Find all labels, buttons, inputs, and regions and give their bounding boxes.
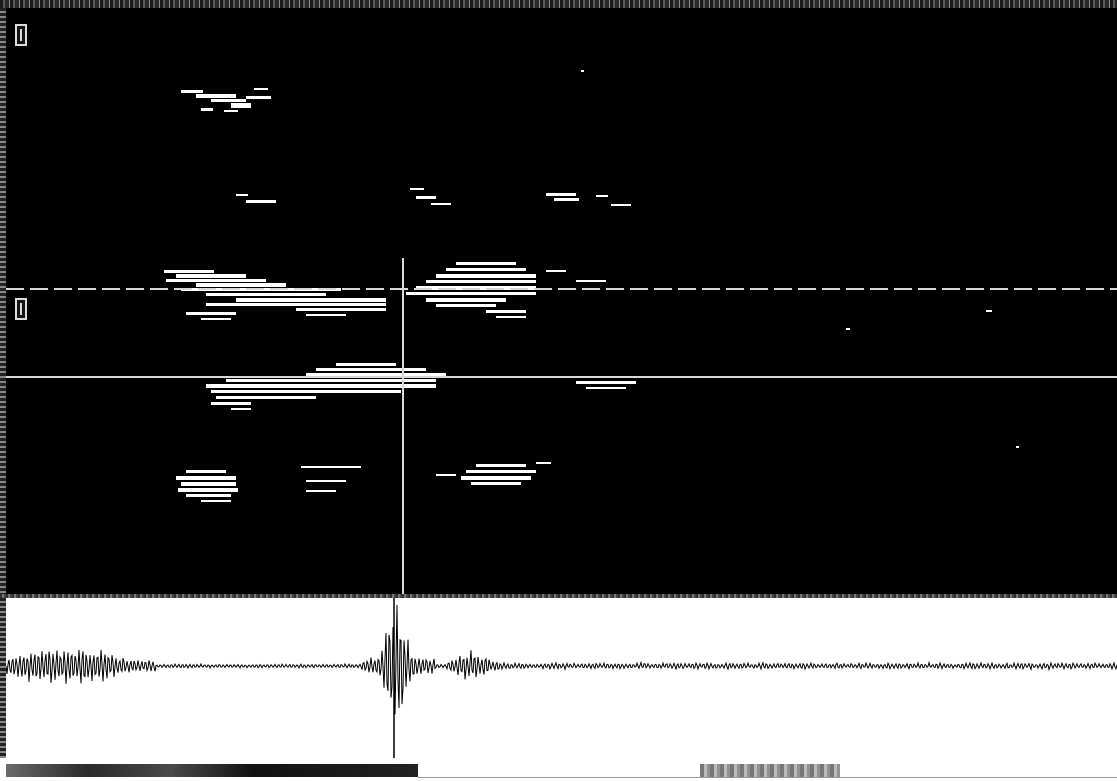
energy-streak	[176, 476, 236, 480]
energy-streak	[296, 308, 386, 311]
energy-streak	[186, 312, 236, 315]
energy-streak	[196, 283, 286, 287]
energy-streak	[211, 402, 251, 405]
energy-streak	[486, 310, 526, 313]
energy-streak	[446, 268, 526, 271]
energy-streak	[211, 390, 401, 393]
energy-streak	[406, 292, 536, 295]
energy-streak	[236, 298, 386, 302]
panel-separator[interactable]	[0, 594, 1117, 598]
energy-streak	[306, 373, 446, 377]
energy-streak	[206, 384, 436, 388]
horizontal-scrollbar[interactable]	[0, 758, 1117, 781]
bracket-marker-icon[interactable]	[15, 298, 27, 320]
scrollbar-track[interactable]	[418, 777, 1117, 778]
energy-streak	[431, 203, 451, 205]
energy-streak	[206, 293, 326, 296]
energy-streak	[436, 474, 456, 476]
energy-streak	[466, 470, 536, 473]
energy-streak	[246, 200, 276, 203]
energy-streak	[306, 490, 336, 492]
waveform-trace	[6, 604, 1117, 715]
energy-streak	[164, 270, 214, 273]
energy-streak	[246, 96, 271, 99]
energy-streak	[206, 303, 386, 306]
bracket-marker-icon[interactable]	[15, 24, 27, 46]
energy-streak	[461, 476, 531, 480]
energy-streak	[181, 90, 203, 93]
energy-streak	[576, 280, 606, 282]
energy-streak	[201, 500, 231, 502]
scrollbar-track-mark	[700, 764, 840, 777]
spectrogram-canvas[interactable]	[6, 8, 1117, 594]
energy-streak	[226, 379, 436, 382]
energy-streak	[456, 262, 516, 265]
energy-streak	[576, 381, 636, 384]
energy-streak	[306, 314, 346, 316]
energy-streak	[301, 466, 361, 468]
energy-streak	[436, 274, 536, 278]
energy-streak	[254, 88, 268, 90]
energy-streak	[596, 195, 608, 197]
energy-streak	[410, 188, 424, 190]
energy-streak	[306, 480, 346, 482]
energy-speck	[1016, 446, 1019, 448]
energy-streak	[211, 99, 246, 102]
energy-streak	[236, 194, 248, 196]
energy-streak	[231, 103, 251, 108]
energy-streak	[546, 270, 566, 272]
energy-streak	[471, 482, 521, 485]
energy-streak	[416, 196, 436, 199]
energy-speck	[986, 310, 992, 312]
scrollbar-thumb[interactable]	[6, 764, 418, 777]
waveform-canvas[interactable]	[6, 598, 1117, 758]
waveform-panel[interactable]	[6, 598, 1117, 758]
energy-streak	[546, 193, 576, 196]
energy-streak	[316, 368, 426, 371]
energy-streak	[201, 318, 231, 320]
energy-streak	[586, 387, 626, 389]
top-border	[0, 0, 1117, 8]
energy-streak	[554, 198, 579, 201]
energy-speck	[846, 328, 850, 330]
energy-streak	[196, 94, 236, 98]
left-border	[0, 8, 6, 758]
energy-streak	[426, 280, 536, 283]
energy-streak	[224, 110, 238, 112]
energy-streak	[336, 363, 396, 366]
energy-streak	[216, 396, 316, 399]
energy-speck	[581, 70, 584, 72]
energy-streak	[186, 494, 231, 497]
spectrogram-panel[interactable]	[6, 8, 1117, 594]
energy-streak	[536, 462, 551, 464]
energy-streak	[166, 279, 266, 282]
spectral-energy-blobs	[164, 70, 1019, 502]
energy-streak	[181, 482, 236, 486]
energy-streak	[178, 488, 238, 492]
energy-streak	[496, 316, 526, 318]
energy-streak	[436, 304, 496, 307]
energy-streak	[611, 204, 631, 206]
energy-streak	[231, 408, 251, 410]
energy-streak	[476, 464, 526, 467]
energy-streak	[201, 108, 213, 111]
energy-streak	[176, 274, 246, 278]
energy-streak	[426, 298, 506, 302]
energy-streak	[186, 470, 226, 473]
